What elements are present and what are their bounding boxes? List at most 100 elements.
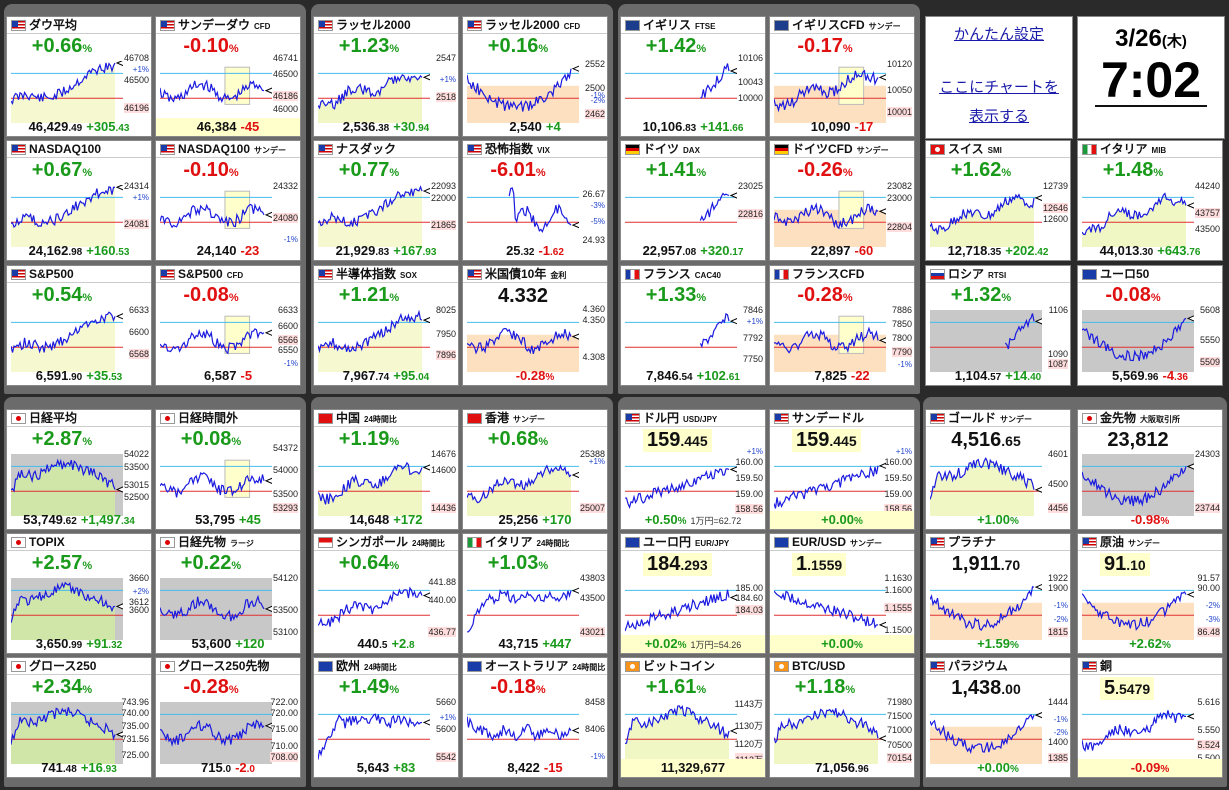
tile-header[interactable]: EUR/USD サンデー [770, 534, 914, 551]
price-level-label[interactable]: 4.360 [582, 304, 605, 314]
price-level-label[interactable]: 743.96 [121, 697, 149, 707]
jp-flag-icon[interactable] [160, 537, 175, 548]
price-level-label[interactable]: -1% [590, 91, 605, 100]
tile-name[interactable]: S&P500 [178, 267, 223, 281]
tile-subname[interactable]: 24時間比 [536, 539, 570, 548]
jp-flag-icon[interactable] [1082, 413, 1097, 424]
change-percent[interactable]: +1.42% [621, 35, 731, 58]
tile-footer[interactable]: 22,897 -60 [770, 242, 914, 260]
price-level-label[interactable]: 54120 [272, 573, 298, 583]
change-percent[interactable]: +1.61% [621, 676, 731, 699]
tile-footer[interactable]: 71,056.96 [770, 759, 914, 777]
current-price-decimal[interactable]: .65 [1001, 433, 1021, 449]
change-percent[interactable]: +1.21% [314, 284, 424, 307]
market-tile[interactable]: 恐怖指数 VIX 26.67 -3% -5% 24.93 -6.01% 25.32 -1.62 [462, 140, 608, 261]
percent-sign[interactable]: % [842, 167, 853, 179]
easy-settings-link[interactable]: かんたん設定 [953, 26, 1044, 43]
percent-sign[interactable]: % [228, 684, 239, 696]
tile-name[interactable]: ドイツ [643, 142, 680, 156]
jp-flag-icon[interactable] [160, 413, 175, 424]
price-level-label[interactable]: 4.308 [582, 352, 605, 362]
market-tile[interactable]: パラジウム 1444 -1% -2% 1400 1385 1,438.00 +0.00% [925, 657, 1071, 778]
tile-footer[interactable]: 715.0 -2.0 [156, 759, 300, 777]
price-level-label[interactable]: 90.00 [1197, 583, 1220, 593]
tile-subname[interactable]: 金利 [550, 271, 567, 280]
change-percent-value[interactable]: -0.28 [797, 284, 843, 306]
tile-name[interactable]: フランスCFD [792, 267, 865, 281]
footer-value[interactable]: 25 [506, 243, 521, 258]
change-percent[interactable]: +0.08% [156, 428, 266, 451]
price-level-label[interactable]: 441.88 [428, 577, 456, 587]
tile-name[interactable]: ドル円 [643, 411, 680, 425]
tile-name[interactable]: ドイツCFD [792, 142, 853, 156]
price-level-label[interactable]: 5660 [435, 697, 456, 707]
price-level-label[interactable]: 54022 [123, 449, 149, 459]
market-tile[interactable]: 欧州 24時間比 5660 +1% 5600 5542 +1.49% 5,643 +83 [313, 657, 459, 778]
tile-footer[interactable]: 6,591.90 +35.53 [7, 367, 151, 385]
current-price-main[interactable]: 4,516 [951, 429, 1002, 451]
us-flag-icon[interactable] [930, 413, 945, 424]
current-price-decimal[interactable]: .70 [1000, 557, 1021, 573]
price-level-label[interactable]: +1% [132, 193, 149, 202]
tile-footer[interactable]: 741.48 +16.93 [7, 759, 151, 777]
percent-sign[interactable]: % [845, 684, 856, 696]
footer-change[interactable]: -23 [240, 243, 260, 258]
footer-change[interactable]: +160 [86, 243, 116, 258]
footer-value[interactable]: 53,749 [23, 512, 63, 527]
tile-footer[interactable]: +0.02% 1万円=54.26 [621, 635, 765, 653]
price-level-label[interactable]: 1090 [1047, 349, 1068, 359]
tile-name[interactable]: 日経先物 [178, 535, 227, 549]
market-tile[interactable]: イギリス FTSE 10106 10043 10000 +1.42% 10,106.83 +1… [620, 16, 766, 137]
change-percent[interactable]: +2.87% [7, 428, 117, 451]
tile-name[interactable]: フランス [643, 267, 691, 281]
market-tile[interactable]: フランスCFD 7886 7850 7800 7790 -1% -0.28% 7,825 -22 [769, 265, 915, 386]
footer-change[interactable]: -1 [538, 243, 551, 258]
us-flag-icon[interactable] [11, 144, 26, 155]
price-level-label[interactable]: +2% [132, 587, 149, 596]
price-level-label[interactable]: 184.03 [735, 605, 763, 615]
tile-header[interactable]: グロース250先物 [156, 658, 300, 675]
price-level-label[interactable]: -2% [1053, 728, 1068, 737]
percent-sign[interactable]: % [231, 560, 242, 572]
price-level-label[interactable]: 4.350 [582, 315, 605, 325]
price-level-label[interactable]: 5509 [1199, 357, 1220, 367]
footer-percent-sign[interactable]: % [1160, 764, 1170, 775]
us-flag-icon[interactable] [930, 661, 945, 672]
it-flag-icon[interactable] [467, 537, 482, 548]
price-level-label[interactable]: 53100 [272, 627, 298, 637]
price-level-label[interactable]: 1.1630 [884, 573, 912, 583]
footer-value-decimal[interactable]: .30 [1139, 247, 1154, 258]
percent-sign[interactable]: % [389, 684, 400, 696]
price-level-label[interactable]: 21865 [430, 220, 456, 230]
gb-flag-icon[interactable] [625, 20, 640, 31]
price-level-label[interactable]: 46500 [123, 75, 149, 85]
price-level-label[interactable]: 54000 [272, 465, 298, 475]
price-level-label[interactable]: 71500 [886, 711, 912, 721]
tile-footer[interactable]: +0.00% [926, 759, 1070, 777]
change-percent[interactable]: +0.66% [7, 35, 117, 58]
footer-change[interactable]: +320 [700, 243, 730, 258]
tile-footer[interactable]: 10,106.83 +141.66 [621, 118, 765, 136]
change-percent-value[interactable]: +0.16 [487, 35, 539, 57]
tile-name[interactable]: 半導体指数 [336, 267, 397, 281]
price-level-label[interactable]: 43500 [579, 593, 605, 603]
market-tile[interactable]: 日経時間外 54372 54000 53500 53293 +0.08% 53,795 +45 [155, 409, 301, 530]
change-percent[interactable]: +1.19% [314, 428, 424, 451]
change-percent[interactable]: -6.01% [463, 159, 573, 182]
current-price-main[interactable]: 5 [1104, 677, 1116, 699]
percent-sign[interactable]: % [389, 43, 400, 55]
price-level-label[interactable]: 159.00 [735, 489, 763, 499]
footer-change[interactable]: +447 [542, 636, 572, 651]
footer-value[interactable]: 1,104 [954, 368, 988, 383]
footer-change[interactable]: -15 [543, 760, 563, 775]
price-level-label[interactable]: 23025 [737, 181, 763, 191]
change-percent[interactable]: -0.08% [1078, 284, 1188, 307]
us-flag-icon[interactable] [160, 144, 175, 155]
change-percent-value[interactable]: -0.28 [183, 676, 229, 698]
tile-name[interactable]: グロース250先物 [178, 659, 270, 673]
price-level-label[interactable]: 1130万 [734, 721, 763, 731]
price-level-label[interactable]: 1.1500 [884, 625, 912, 635]
tile-header[interactable]: サンデーダウ CFD [156, 17, 300, 34]
footer-value[interactable]: -0.98 [1130, 512, 1161, 527]
footer-value[interactable]: 741 [41, 760, 63, 775]
